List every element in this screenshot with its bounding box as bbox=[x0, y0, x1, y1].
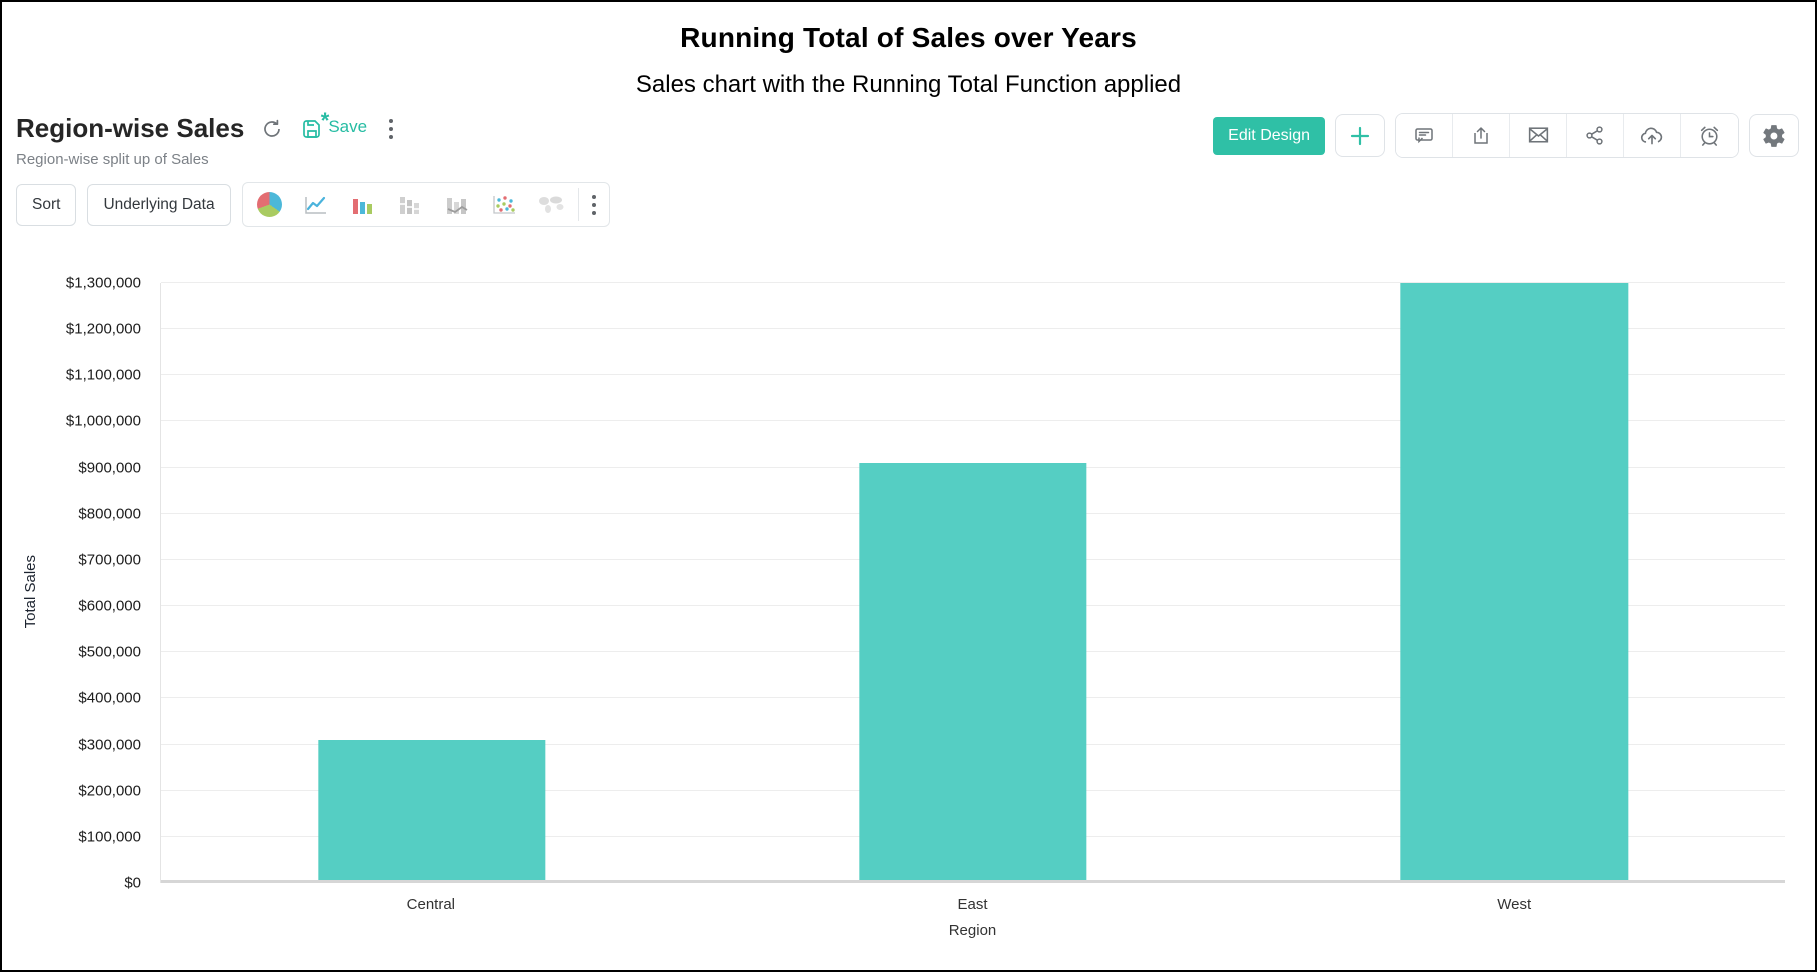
comment-button[interactable] bbox=[1396, 114, 1453, 157]
gear-icon bbox=[1761, 123, 1787, 149]
email-button[interactable] bbox=[1510, 114, 1567, 157]
y-tick-label: $100,000 bbox=[78, 828, 141, 846]
share-icon bbox=[1583, 124, 1607, 148]
y-tick-label: $700,000 bbox=[78, 551, 141, 569]
share-button[interactable] bbox=[1567, 114, 1624, 157]
add-button[interactable] bbox=[1335, 114, 1385, 157]
report-subtitle: Region-wise split up of Sales bbox=[16, 151, 209, 168]
report-header-actions: Edit Design bbox=[1213, 113, 1799, 158]
chart-subtitle: Sales chart with the Running Total Funct… bbox=[635, 71, 1182, 98]
settings-button[interactable] bbox=[1749, 114, 1799, 157]
email-icon bbox=[1526, 123, 1551, 148]
line-chart-icon[interactable] bbox=[293, 186, 340, 223]
comment-icon bbox=[1412, 124, 1436, 148]
x-axis-categories: Central East West bbox=[160, 883, 1785, 913]
bars-row bbox=[161, 283, 1785, 883]
report-title: Region-wise Sales bbox=[16, 113, 245, 143]
report-header: Region-wise Sales bbox=[2, 99, 1815, 168]
export-icon bbox=[1469, 124, 1493, 148]
save-button[interactable]: * Save bbox=[300, 108, 368, 141]
cloud-upload-button[interactable] bbox=[1624, 114, 1681, 157]
y-tick-label: $300,000 bbox=[78, 736, 141, 754]
y-tick-label: $1,200,000 bbox=[65, 320, 141, 338]
y-axis-ticks: $0 $100,000 $200,000 $300,000 $400,000 $500,0… bbox=[3, 275, 151, 892]
scatter-chart-icon[interactable] bbox=[481, 186, 528, 223]
cloud-upload-icon bbox=[1639, 123, 1665, 149]
x-tick-label: Central bbox=[406, 896, 456, 913]
bar-chart-icon[interactable] bbox=[340, 186, 387, 223]
plus-icon bbox=[1349, 125, 1371, 147]
underlying-data-button[interactable]: Underlying Data bbox=[87, 183, 231, 226]
x-axis-label: Region bbox=[948, 922, 997, 939]
bar-slot bbox=[702, 283, 1243, 883]
y-tick-label: $400,000 bbox=[78, 689, 141, 707]
y-tick-label: $600,000 bbox=[78, 597, 141, 615]
refresh-button[interactable] bbox=[260, 117, 284, 141]
chart-type-group bbox=[241, 182, 610, 227]
y-tick-label: $1,300,000 bbox=[65, 274, 141, 292]
edit-design-button[interactable]: Edit Design bbox=[1213, 116, 1325, 155]
chart-region: Total Sales $0 $100,000 $200,000 $300,000 $4… bbox=[2, 255, 1815, 939]
bar-central[interactable] bbox=[317, 739, 546, 883]
report-header-left: Region-wise Sales bbox=[16, 108, 399, 168]
y-tick-label: $800,000 bbox=[78, 505, 141, 523]
more-vertical-icon bbox=[591, 194, 596, 215]
plot-container: $0 $100,000 $200,000 $300,000 $400,000 $500,0… bbox=[66, 255, 1785, 892]
alarm-button[interactable] bbox=[1681, 114, 1738, 157]
gridline bbox=[161, 328, 1785, 330]
stacked-bar-chart-icon[interactable] bbox=[387, 186, 434, 223]
sort-button[interactable]: Sort bbox=[16, 183, 77, 226]
y-tick-label: $0 bbox=[124, 874, 141, 892]
gridline bbox=[161, 374, 1785, 376]
chart-title: Running Total of Sales over Years bbox=[680, 22, 1137, 53]
gridline bbox=[161, 282, 1785, 283]
y-tick-label: $1,000,000 bbox=[65, 412, 141, 430]
y-tick-label: $200,000 bbox=[78, 782, 141, 800]
chart-titles: Running Total of Sales over Years Sales … bbox=[2, 2, 1815, 99]
refresh-icon bbox=[260, 117, 284, 141]
toolbar-divider bbox=[577, 188, 579, 221]
view-toolbar: Sort Underlying Data bbox=[2, 168, 1815, 227]
bar-east[interactable] bbox=[859, 463, 1087, 883]
bar-west[interactable] bbox=[1400, 283, 1628, 883]
report-more-button[interactable] bbox=[383, 117, 399, 141]
pie-chart-icon[interactable] bbox=[246, 186, 293, 223]
header-icon-group bbox=[1395, 113, 1739, 158]
map-chart-icon[interactable] bbox=[528, 186, 575, 223]
alarm-icon bbox=[1697, 123, 1722, 148]
more-vertical-icon bbox=[389, 118, 394, 139]
save-label: Save bbox=[328, 116, 368, 136]
gridline bbox=[161, 420, 1785, 422]
y-tick-label: $1,100,000 bbox=[65, 366, 141, 384]
more-chart-types-button[interactable] bbox=[582, 191, 606, 219]
save-icon: * bbox=[300, 108, 329, 141]
plot-area: $0 $100,000 $200,000 $300,000 $400,000 $500,0… bbox=[66, 275, 1785, 892]
y-tick-label: $900,000 bbox=[78, 459, 141, 477]
export-button[interactable] bbox=[1453, 114, 1510, 157]
x-tick-label: East bbox=[957, 896, 988, 913]
x-tick-label: West bbox=[1497, 896, 1532, 913]
bar-slot bbox=[161, 283, 702, 883]
bar-line-chart-icon[interactable] bbox=[434, 186, 481, 223]
y-tick-label: $500,000 bbox=[78, 643, 141, 661]
x-axis-baseline bbox=[161, 880, 1785, 883]
bar-slot bbox=[1244, 283, 1785, 883]
